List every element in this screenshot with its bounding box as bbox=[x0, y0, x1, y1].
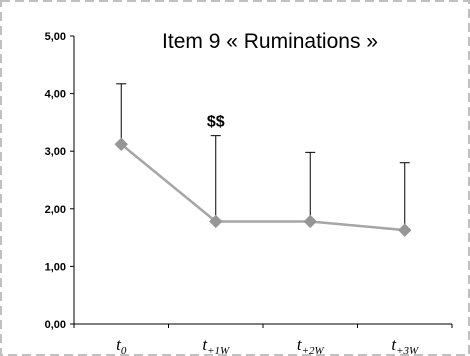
annotations: $$ bbox=[207, 114, 225, 131]
y-tick-label: 1,00 bbox=[45, 261, 66, 273]
x-tick-label: t0 bbox=[116, 335, 127, 356]
data-point-marker bbox=[114, 137, 128, 151]
y-tick-label: 4,00 bbox=[45, 89, 66, 101]
y-tick-label: 0,00 bbox=[45, 319, 66, 331]
x-tick-label: t+2W bbox=[297, 335, 325, 356]
series-line bbox=[120, 143, 405, 232]
chart-title: Item 9 « Ruminations » bbox=[162, 30, 378, 53]
x-ticks: t0 t+1W t+2W t+3W bbox=[73, 324, 453, 356]
error-bars bbox=[116, 83, 410, 231]
x-tick-label: t+3W bbox=[391, 335, 419, 356]
x-tick-label: t+1W bbox=[202, 335, 230, 356]
series-line-group bbox=[120, 143, 405, 232]
markers bbox=[114, 137, 412, 237]
data-point-marker bbox=[209, 214, 223, 229]
y-tick-label: 5,00 bbox=[45, 31, 66, 43]
data-point-marker bbox=[303, 214, 317, 229]
data-point-marker bbox=[398, 223, 412, 237]
y-ticks: 0,00 1,00 2,00 3,00 4,00 5,00 bbox=[45, 31, 74, 331]
y-tick-label: 2,00 bbox=[45, 204, 66, 216]
significance-annotation: $$ bbox=[207, 114, 225, 131]
y-tick-label: 3,00 bbox=[45, 146, 66, 158]
